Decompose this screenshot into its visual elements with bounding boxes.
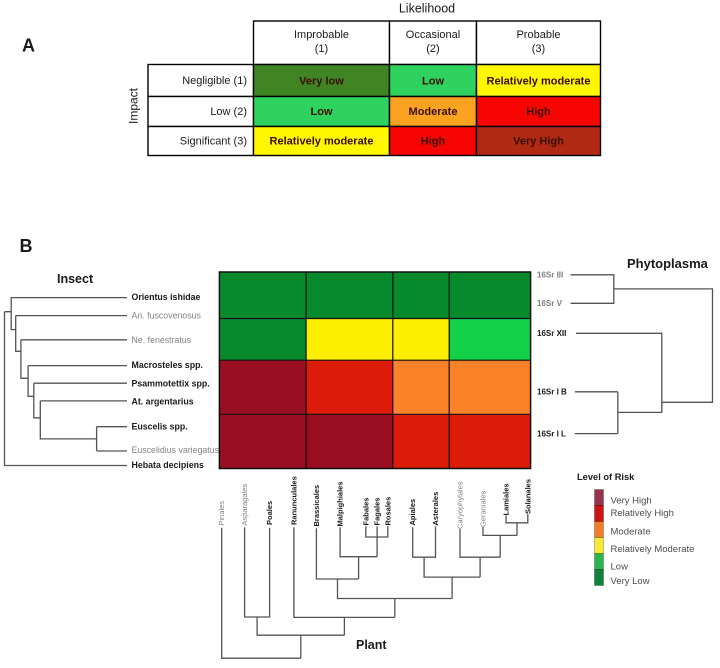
svg-text:Fagales: Fagales: [373, 498, 382, 526]
svg-text:Psammotettix spp.: Psammotettix spp.: [132, 378, 210, 388]
svg-text:Occasional: Occasional: [406, 29, 460, 41]
svg-text:An. fuscovenosus: An. fuscovenosus: [132, 311, 202, 321]
svg-text:Plant: Plant: [356, 638, 387, 652]
svg-text:Hebata decipiens: Hebata decipiens: [132, 460, 204, 470]
svg-text:B: B: [20, 236, 33, 256]
svg-text:Impact: Impact: [127, 87, 141, 124]
svg-text:Insect: Insect: [57, 272, 94, 286]
svg-text:Low (2): Low (2): [210, 106, 247, 118]
svg-text:Very High: Very High: [513, 136, 564, 148]
svg-text:Relatively moderate: Relatively moderate: [487, 76, 591, 88]
svg-text:Relatively High: Relatively High: [611, 508, 674, 519]
svg-text:Improbable: Improbable: [294, 29, 349, 41]
svg-text:Low: Low: [311, 106, 333, 118]
svg-text:Apiales: Apiales: [408, 499, 417, 526]
svg-text:(2): (2): [426, 43, 439, 55]
svg-text:Significant (3): Significant (3): [180, 136, 247, 148]
svg-text:Ne. fenestratus: Ne. fenestratus: [132, 335, 192, 345]
svg-text:Brassicales: Brassicales: [312, 485, 321, 527]
svg-text:Relatively Moderate: Relatively Moderate: [611, 544, 695, 555]
svg-text:Geraniales: Geraniales: [479, 490, 488, 527]
svg-text:Very low: Very low: [299, 76, 344, 88]
svg-text:Malpighiales: Malpighiales: [336, 481, 345, 526]
svg-text:(1): (1): [315, 43, 328, 55]
svg-text:Moderate: Moderate: [409, 106, 458, 118]
svg-text:16Sr I L: 16Sr I L: [537, 430, 566, 439]
svg-text:Solanales: Solanales: [523, 479, 532, 514]
svg-text:Euscelidius variegatus: Euscelidius variegatus: [132, 445, 220, 455]
svg-text:Euscelis spp.: Euscelis spp.: [132, 422, 188, 432]
svg-text:At. argentarius: At. argentarius: [132, 396, 194, 406]
svg-text:Low: Low: [422, 76, 444, 88]
svg-text:Very Low: Very Low: [611, 576, 650, 587]
svg-text:Probable: Probable: [516, 29, 560, 41]
svg-text:Ranunculales: Ranunculales: [289, 476, 298, 525]
svg-text:Rosales: Rosales: [383, 497, 392, 526]
svg-text:Very High: Very High: [611, 496, 652, 507]
svg-text:Orientus ishidae: Orientus ishidae: [132, 292, 201, 302]
svg-text:Asparagales: Asparagales: [240, 484, 249, 526]
svg-text:Pinales: Pinales: [217, 501, 226, 526]
svg-text:16Sr III: 16Sr III: [537, 271, 563, 280]
svg-text:High: High: [526, 106, 551, 118]
svg-text:Phytoplasma: Phytoplasma: [627, 256, 709, 271]
svg-text:16Sr I B: 16Sr I B: [537, 388, 567, 397]
svg-text:Asterales: Asterales: [431, 492, 440, 526]
svg-text:(3): (3): [532, 43, 545, 55]
svg-text:High: High: [421, 136, 446, 148]
svg-text:Level of Risk: Level of Risk: [577, 472, 635, 482]
svg-text:Relatively moderate: Relatively moderate: [270, 136, 374, 148]
svg-text:Moderate: Moderate: [611, 527, 651, 538]
svg-text:Likelihood: Likelihood: [399, 2, 455, 16]
svg-text:Lamiales: Lamiales: [502, 483, 511, 515]
svg-text:Fabales: Fabales: [361, 498, 370, 526]
svg-text:16Sr XII: 16Sr XII: [537, 329, 566, 338]
svg-text:Low: Low: [611, 562, 629, 573]
svg-text:Negligible (1): Negligible (1): [182, 75, 247, 87]
svg-text:Poales: Poales: [265, 501, 274, 525]
svg-text:Macrosteles spp.: Macrosteles spp.: [132, 360, 203, 370]
svg-text:Caryophylales: Caryophylales: [456, 481, 465, 529]
svg-text:16Sr V: 16Sr V: [537, 299, 563, 308]
svg-text:A: A: [22, 36, 35, 56]
